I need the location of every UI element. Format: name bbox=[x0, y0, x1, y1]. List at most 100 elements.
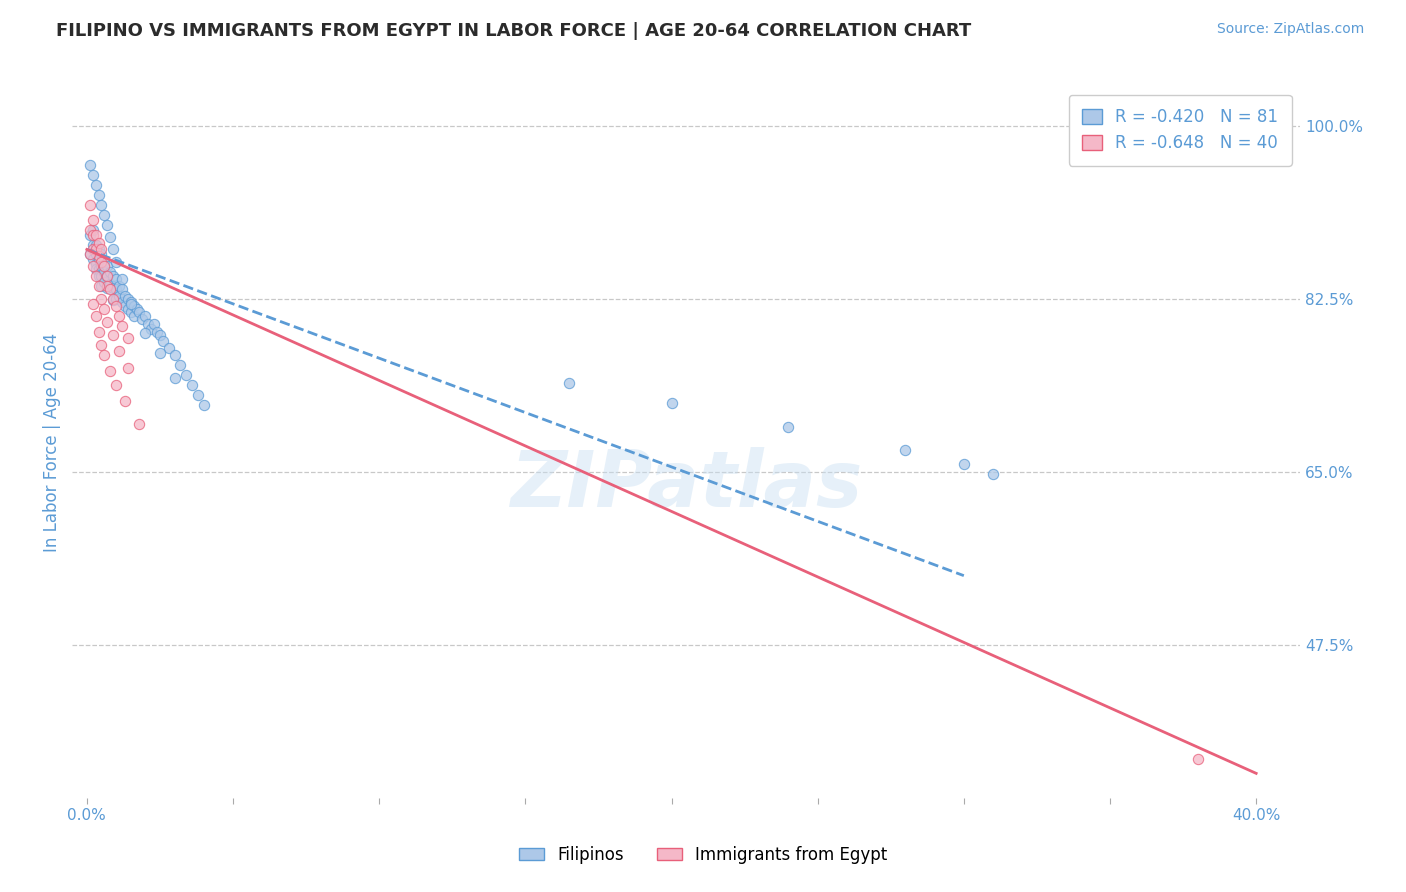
Point bbox=[90, 269, 112, 284]
Point bbox=[87, 249, 110, 263]
Point bbox=[117, 292, 139, 306]
Point bbox=[105, 255, 128, 269]
Point bbox=[96, 260, 118, 274]
Point bbox=[128, 417, 150, 432]
Point bbox=[136, 317, 159, 331]
Point bbox=[169, 358, 191, 372]
Point bbox=[149, 328, 172, 343]
Point bbox=[558, 376, 581, 390]
Point bbox=[131, 311, 153, 326]
Point bbox=[93, 265, 115, 279]
Point bbox=[96, 281, 118, 295]
Point bbox=[82, 212, 104, 227]
Point bbox=[111, 282, 134, 296]
Point bbox=[98, 364, 121, 378]
Point bbox=[90, 255, 112, 269]
Point bbox=[84, 257, 107, 271]
Point bbox=[149, 346, 172, 360]
Point bbox=[90, 292, 112, 306]
Point bbox=[174, 368, 197, 382]
Point bbox=[105, 292, 128, 306]
Point bbox=[93, 275, 115, 289]
Point bbox=[79, 227, 101, 242]
Point bbox=[163, 371, 186, 385]
Point bbox=[87, 235, 110, 250]
Point bbox=[108, 289, 131, 303]
Point bbox=[79, 247, 101, 261]
Point bbox=[101, 281, 124, 295]
Point bbox=[84, 269, 107, 284]
Point bbox=[84, 309, 107, 323]
Point bbox=[193, 398, 215, 412]
Point bbox=[96, 315, 118, 329]
Point bbox=[125, 301, 148, 316]
Y-axis label: In Labor Force | Age 20-64: In Labor Force | Age 20-64 bbox=[44, 333, 60, 552]
Point bbox=[1187, 751, 1209, 765]
Point bbox=[87, 269, 110, 284]
Point bbox=[105, 272, 128, 286]
Point bbox=[101, 243, 124, 257]
Point bbox=[82, 227, 104, 242]
Point bbox=[134, 309, 156, 323]
Point bbox=[79, 222, 101, 236]
Point bbox=[98, 277, 121, 291]
Point bbox=[181, 377, 204, 392]
Point bbox=[93, 208, 115, 222]
Point bbox=[111, 294, 134, 309]
Point bbox=[96, 279, 118, 293]
Point bbox=[87, 325, 110, 339]
Point bbox=[90, 247, 112, 261]
Point bbox=[101, 328, 124, 343]
Point bbox=[87, 243, 110, 257]
Point bbox=[661, 395, 683, 409]
Point bbox=[82, 252, 104, 267]
Point bbox=[84, 243, 107, 257]
Point bbox=[98, 282, 121, 296]
Point bbox=[79, 198, 101, 212]
Point bbox=[143, 317, 166, 331]
Point bbox=[981, 467, 1004, 481]
Point bbox=[90, 243, 112, 257]
Point bbox=[90, 279, 112, 293]
Point bbox=[90, 260, 112, 274]
Legend: R = -0.420   N = 81, R = -0.648   N = 40: R = -0.420 N = 81, R = -0.648 N = 40 bbox=[1069, 95, 1292, 166]
Point bbox=[84, 247, 107, 261]
Point bbox=[90, 338, 112, 352]
Point bbox=[117, 361, 139, 376]
Point bbox=[82, 222, 104, 236]
Point bbox=[117, 301, 139, 316]
Point bbox=[82, 169, 104, 183]
Point bbox=[894, 443, 917, 458]
Point bbox=[79, 158, 101, 172]
Point bbox=[87, 279, 110, 293]
Point bbox=[152, 334, 174, 349]
Point bbox=[93, 255, 115, 269]
Point bbox=[141, 321, 163, 335]
Point bbox=[111, 318, 134, 333]
Point bbox=[79, 247, 101, 261]
Point bbox=[84, 227, 107, 242]
Point bbox=[114, 289, 136, 303]
Point bbox=[101, 269, 124, 284]
Point bbox=[187, 388, 209, 402]
Point bbox=[114, 393, 136, 408]
Point bbox=[87, 188, 110, 202]
Point bbox=[101, 293, 124, 307]
Text: FILIPINO VS IMMIGRANTS FROM EGYPT IN LABOR FORCE | AGE 20-64 CORRELATION CHART: FILIPINO VS IMMIGRANTS FROM EGYPT IN LAB… bbox=[56, 22, 972, 40]
Point bbox=[134, 326, 156, 341]
Point bbox=[953, 457, 976, 471]
Point bbox=[128, 304, 150, 318]
Point bbox=[105, 377, 128, 392]
Point bbox=[157, 341, 180, 355]
Point bbox=[108, 309, 131, 323]
Point bbox=[93, 301, 115, 316]
Legend: Filipinos, Immigrants from Egypt: Filipinos, Immigrants from Egypt bbox=[512, 839, 894, 871]
Point bbox=[82, 260, 104, 274]
Point bbox=[96, 218, 118, 232]
Point bbox=[105, 299, 128, 313]
Point bbox=[146, 325, 169, 339]
Point bbox=[114, 299, 136, 313]
Point bbox=[120, 294, 142, 309]
Point bbox=[108, 279, 131, 293]
Point bbox=[98, 229, 121, 244]
